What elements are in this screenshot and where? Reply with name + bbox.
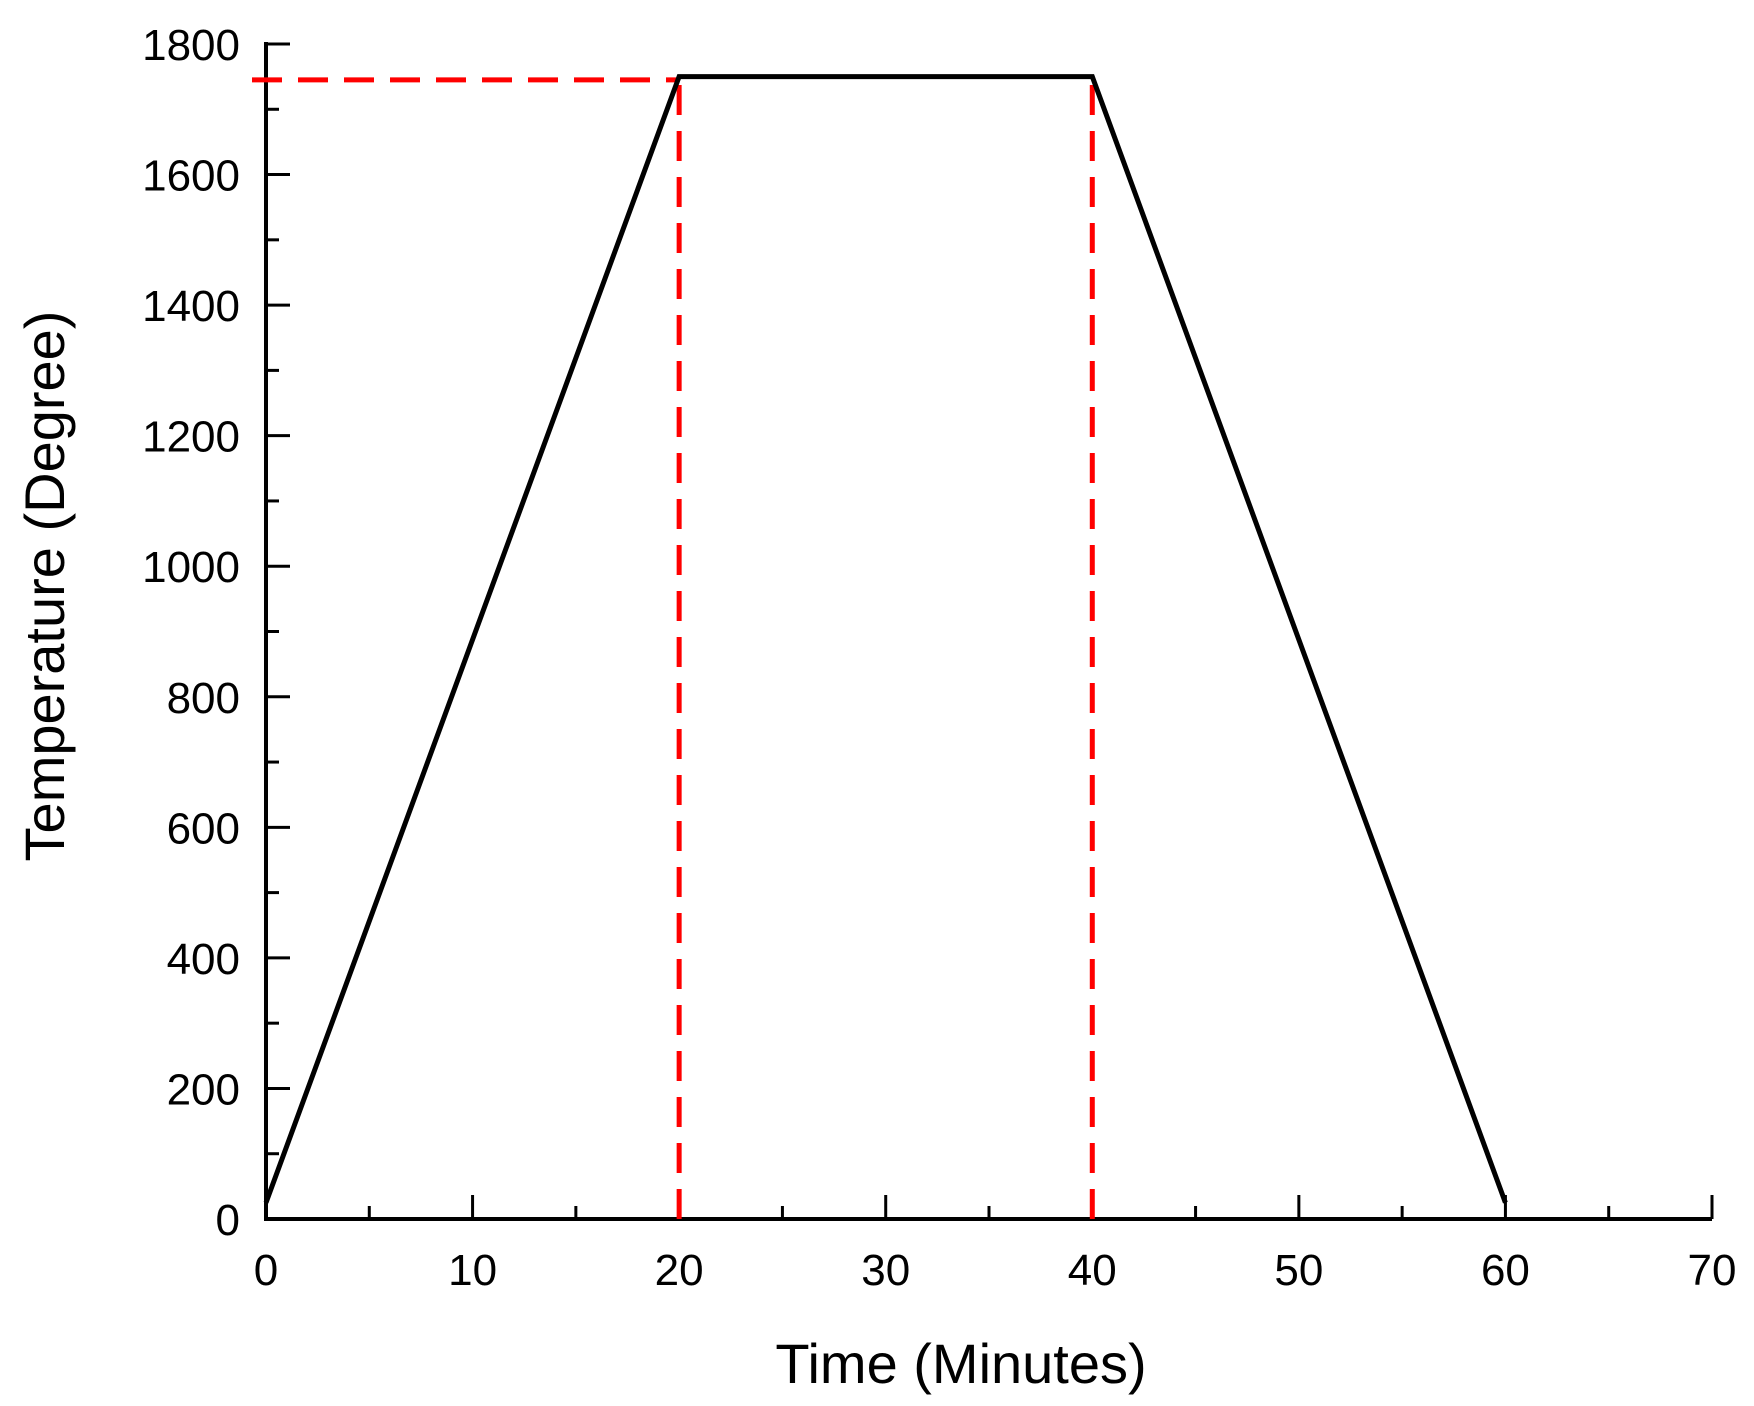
x-tick-label: 60 [1481, 1246, 1530, 1295]
y-tick-label: 400 [167, 935, 240, 984]
x-tick-label: 30 [861, 1246, 910, 1295]
x-tick-label: 20 [655, 1246, 704, 1295]
x-tick-label: 50 [1274, 1246, 1323, 1295]
y-tick-label: 1600 [142, 152, 240, 201]
x-tick-label: 40 [1068, 1246, 1117, 1295]
y-tick-label: 1200 [142, 413, 240, 462]
x-tick-label: 0 [254, 1246, 278, 1295]
tick-labels: 0 10 20 30 40 50 60 70 0 200 400 600 800 1000 1200 1400… [142, 21, 1736, 1295]
y-tick-label: 800 [167, 674, 240, 723]
y-tick-label: 1400 [142, 282, 240, 331]
y-tick-label: 200 [167, 1065, 240, 1114]
y-tick-label: 0 [216, 1196, 240, 1245]
y-tick-label: 1800 [142, 21, 240, 70]
series-line [263, 74, 1508, 1204]
y-tick-label: 600 [167, 804, 240, 853]
series [263, 74, 1508, 1204]
y-axis-title: Temperature (Degree) [13, 311, 76, 862]
reference-lines [252, 76, 1095, 1219]
x-tick-label: 70 [1688, 1246, 1737, 1295]
x-tick-label: 10 [448, 1246, 497, 1295]
axes [264, 42, 1714, 1221]
y-tick-label: 1000 [142, 543, 240, 592]
x-axis-title: Time (Minutes) [775, 1332, 1146, 1395]
